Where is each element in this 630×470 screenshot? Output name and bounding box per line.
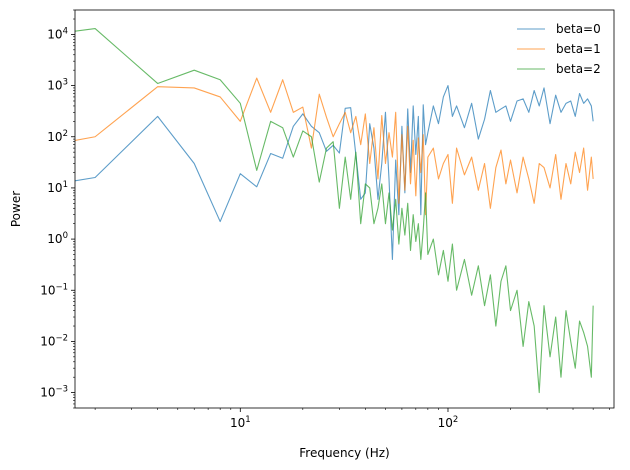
y-tick-label: 10−2	[40, 333, 68, 348]
y-tick-label: 100	[47, 231, 68, 246]
y-tick-label: 103	[47, 78, 68, 93]
x-axis-label: Frequency (Hz)	[299, 446, 390, 460]
y-ticks: 10−3 10−2 10−1 100 101 102 103 104	[40, 9, 75, 409]
y-axis-label: Power	[9, 191, 23, 227]
x-tick-label: 101	[230, 415, 251, 430]
y-tick-label: 10−1	[40, 282, 68, 297]
legend-label: beta=1	[556, 42, 601, 56]
axes-frame	[74, 9, 615, 409]
legend-label: beta=2	[556, 62, 601, 76]
series-line-2	[75, 28, 594, 394]
series-layer	[75, 28, 594, 394]
series-line-1	[75, 77, 594, 216]
y-tick-label: 10−3	[40, 385, 68, 400]
y-tick-label: 101	[47, 180, 68, 195]
y-tick-label: 104	[47, 26, 68, 41]
legend: beta=0 beta=1 beta=2	[517, 22, 601, 76]
legend-label: beta=0	[556, 22, 601, 36]
y-tick-label: 102	[47, 129, 68, 144]
plot-area	[75, 28, 594, 394]
series-line-0	[75, 85, 594, 260]
x-ticks: 101 102	[94, 408, 610, 430]
x-tick-label: 102	[438, 415, 459, 430]
